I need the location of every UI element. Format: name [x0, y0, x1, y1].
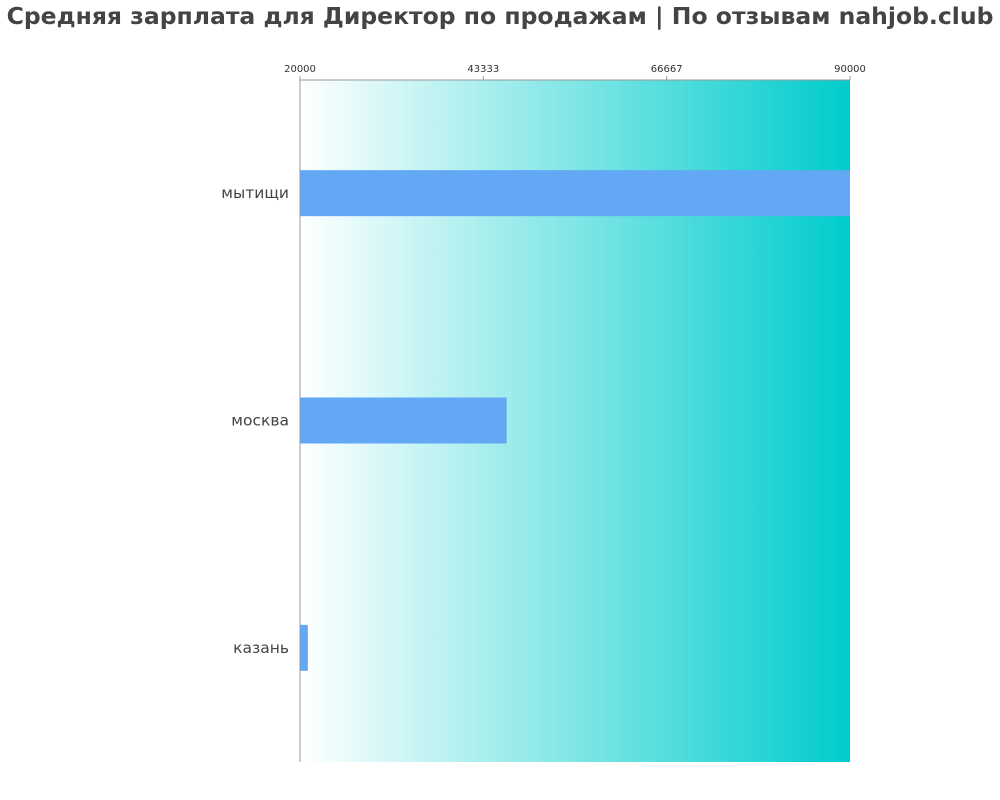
bar-0 — [300, 170, 850, 217]
bar-2 — [300, 624, 308, 671]
x-tick-label-1: 43333 — [467, 64, 499, 75]
bar-1 — [300, 397, 507, 444]
category-label-1: москва — [231, 412, 289, 430]
chart-title: Средняя зарплата для Директор по продажа… — [6, 2, 994, 30]
x-tick-label-2: 66667 — [651, 64, 683, 75]
category-label-0: мытищи — [221, 184, 289, 202]
x-tick-label-0: 20000 — [284, 64, 316, 75]
x-tick-label-3: 90000 — [834, 64, 866, 75]
category-label-2: казань — [233, 639, 289, 657]
